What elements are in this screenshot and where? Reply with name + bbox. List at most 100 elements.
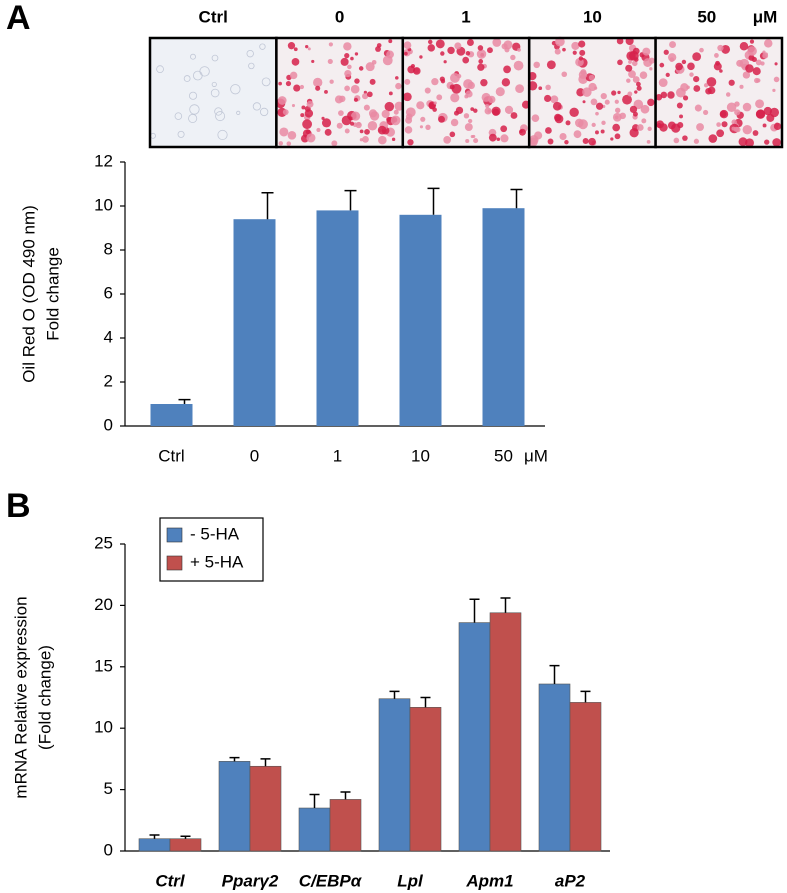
y-tick-label: 6 — [104, 283, 113, 302]
droplet — [407, 139, 414, 146]
droplet — [293, 47, 298, 52]
droplet — [501, 78, 511, 87]
strip-label: Ctrl — [199, 7, 228, 26]
droplet — [764, 39, 773, 48]
droplet — [693, 138, 700, 144]
droplet — [425, 124, 431, 130]
droplet — [731, 119, 737, 125]
droplet — [510, 54, 516, 61]
droplet — [676, 102, 683, 109]
droplet — [503, 65, 511, 74]
droplet — [306, 133, 316, 143]
error-bar — [500, 597, 511, 613]
droplet — [660, 91, 668, 99]
droplet — [625, 64, 633, 72]
droplet — [642, 47, 651, 56]
droplet — [682, 95, 689, 101]
droplet — [291, 57, 300, 66]
droplet — [705, 87, 712, 95]
droplet — [552, 101, 562, 111]
droplet — [626, 78, 631, 83]
micrograph — [150, 38, 277, 147]
droplet — [531, 114, 540, 122]
error-bar — [260, 758, 271, 767]
droplet — [699, 47, 704, 53]
droplet — [582, 137, 589, 145]
droplet — [287, 42, 296, 50]
droplet — [477, 45, 484, 51]
droplet — [464, 123, 473, 132]
droplet — [500, 134, 509, 143]
droplet — [350, 56, 354, 61]
droplet — [610, 137, 614, 141]
droplet — [279, 127, 289, 137]
droplet — [721, 121, 728, 128]
droplet — [634, 90, 638, 94]
droplet — [615, 107, 621, 113]
x-tick-label: Apm1 — [465, 871, 513, 890]
droplet — [174, 112, 183, 120]
droplet — [278, 81, 282, 86]
droplet — [647, 98, 655, 107]
x-tick-label: C/EBPα — [299, 871, 363, 890]
droplet — [550, 95, 559, 104]
droplet — [504, 105, 514, 114]
droplet — [404, 51, 408, 56]
droplet — [632, 111, 638, 117]
droplet — [354, 78, 360, 84]
droplet — [752, 67, 761, 76]
droplet — [571, 41, 580, 50]
strip-label: 0 — [335, 7, 344, 26]
droplet — [299, 84, 305, 90]
droplet — [488, 133, 497, 142]
droplet — [405, 107, 416, 118]
droplet — [211, 81, 217, 87]
droplet — [600, 129, 605, 134]
y-axis-label: (Fold change) — [35, 645, 54, 750]
droplet — [259, 107, 269, 117]
droplet — [733, 126, 739, 132]
droplet — [588, 137, 596, 146]
droplet — [286, 141, 292, 146]
droplet — [736, 59, 744, 67]
droplet — [725, 92, 731, 97]
bar — [329, 799, 362, 852]
error-bar — [427, 187, 440, 215]
droplet — [569, 107, 579, 118]
droplet — [473, 138, 479, 144]
droplet — [480, 78, 488, 87]
droplet — [449, 84, 455, 90]
droplet — [188, 91, 198, 100]
droplet — [582, 87, 592, 97]
error-bar — [389, 690, 400, 699]
bar — [399, 214, 442, 426]
droplet — [528, 137, 538, 147]
droplet — [734, 109, 741, 116]
droplet — [669, 57, 675, 63]
droplet — [604, 99, 610, 105]
bar — [538, 683, 571, 852]
droplet — [468, 118, 473, 124]
droplet — [365, 62, 375, 72]
droplet — [386, 50, 394, 59]
droplet — [363, 104, 370, 111]
error-bar — [344, 189, 357, 211]
droplet — [742, 102, 752, 112]
droplet — [517, 48, 521, 52]
droplet — [639, 71, 648, 79]
droplet — [404, 78, 411, 85]
droplet — [594, 86, 598, 90]
x-tick-label: 10 — [411, 446, 430, 465]
y-axis-label: Oil Red O (OD 490 nm) — [19, 205, 38, 383]
droplet — [601, 120, 606, 126]
bar — [409, 707, 442, 852]
droplet — [302, 119, 313, 130]
y-tick-label: 20 — [94, 595, 113, 614]
droplet — [477, 63, 485, 71]
x-tick-label: Ctrl — [155, 871, 186, 890]
droplet — [756, 109, 765, 119]
droplet — [726, 102, 737, 112]
bar — [489, 612, 522, 852]
droplet — [313, 77, 323, 88]
bar — [138, 838, 171, 852]
